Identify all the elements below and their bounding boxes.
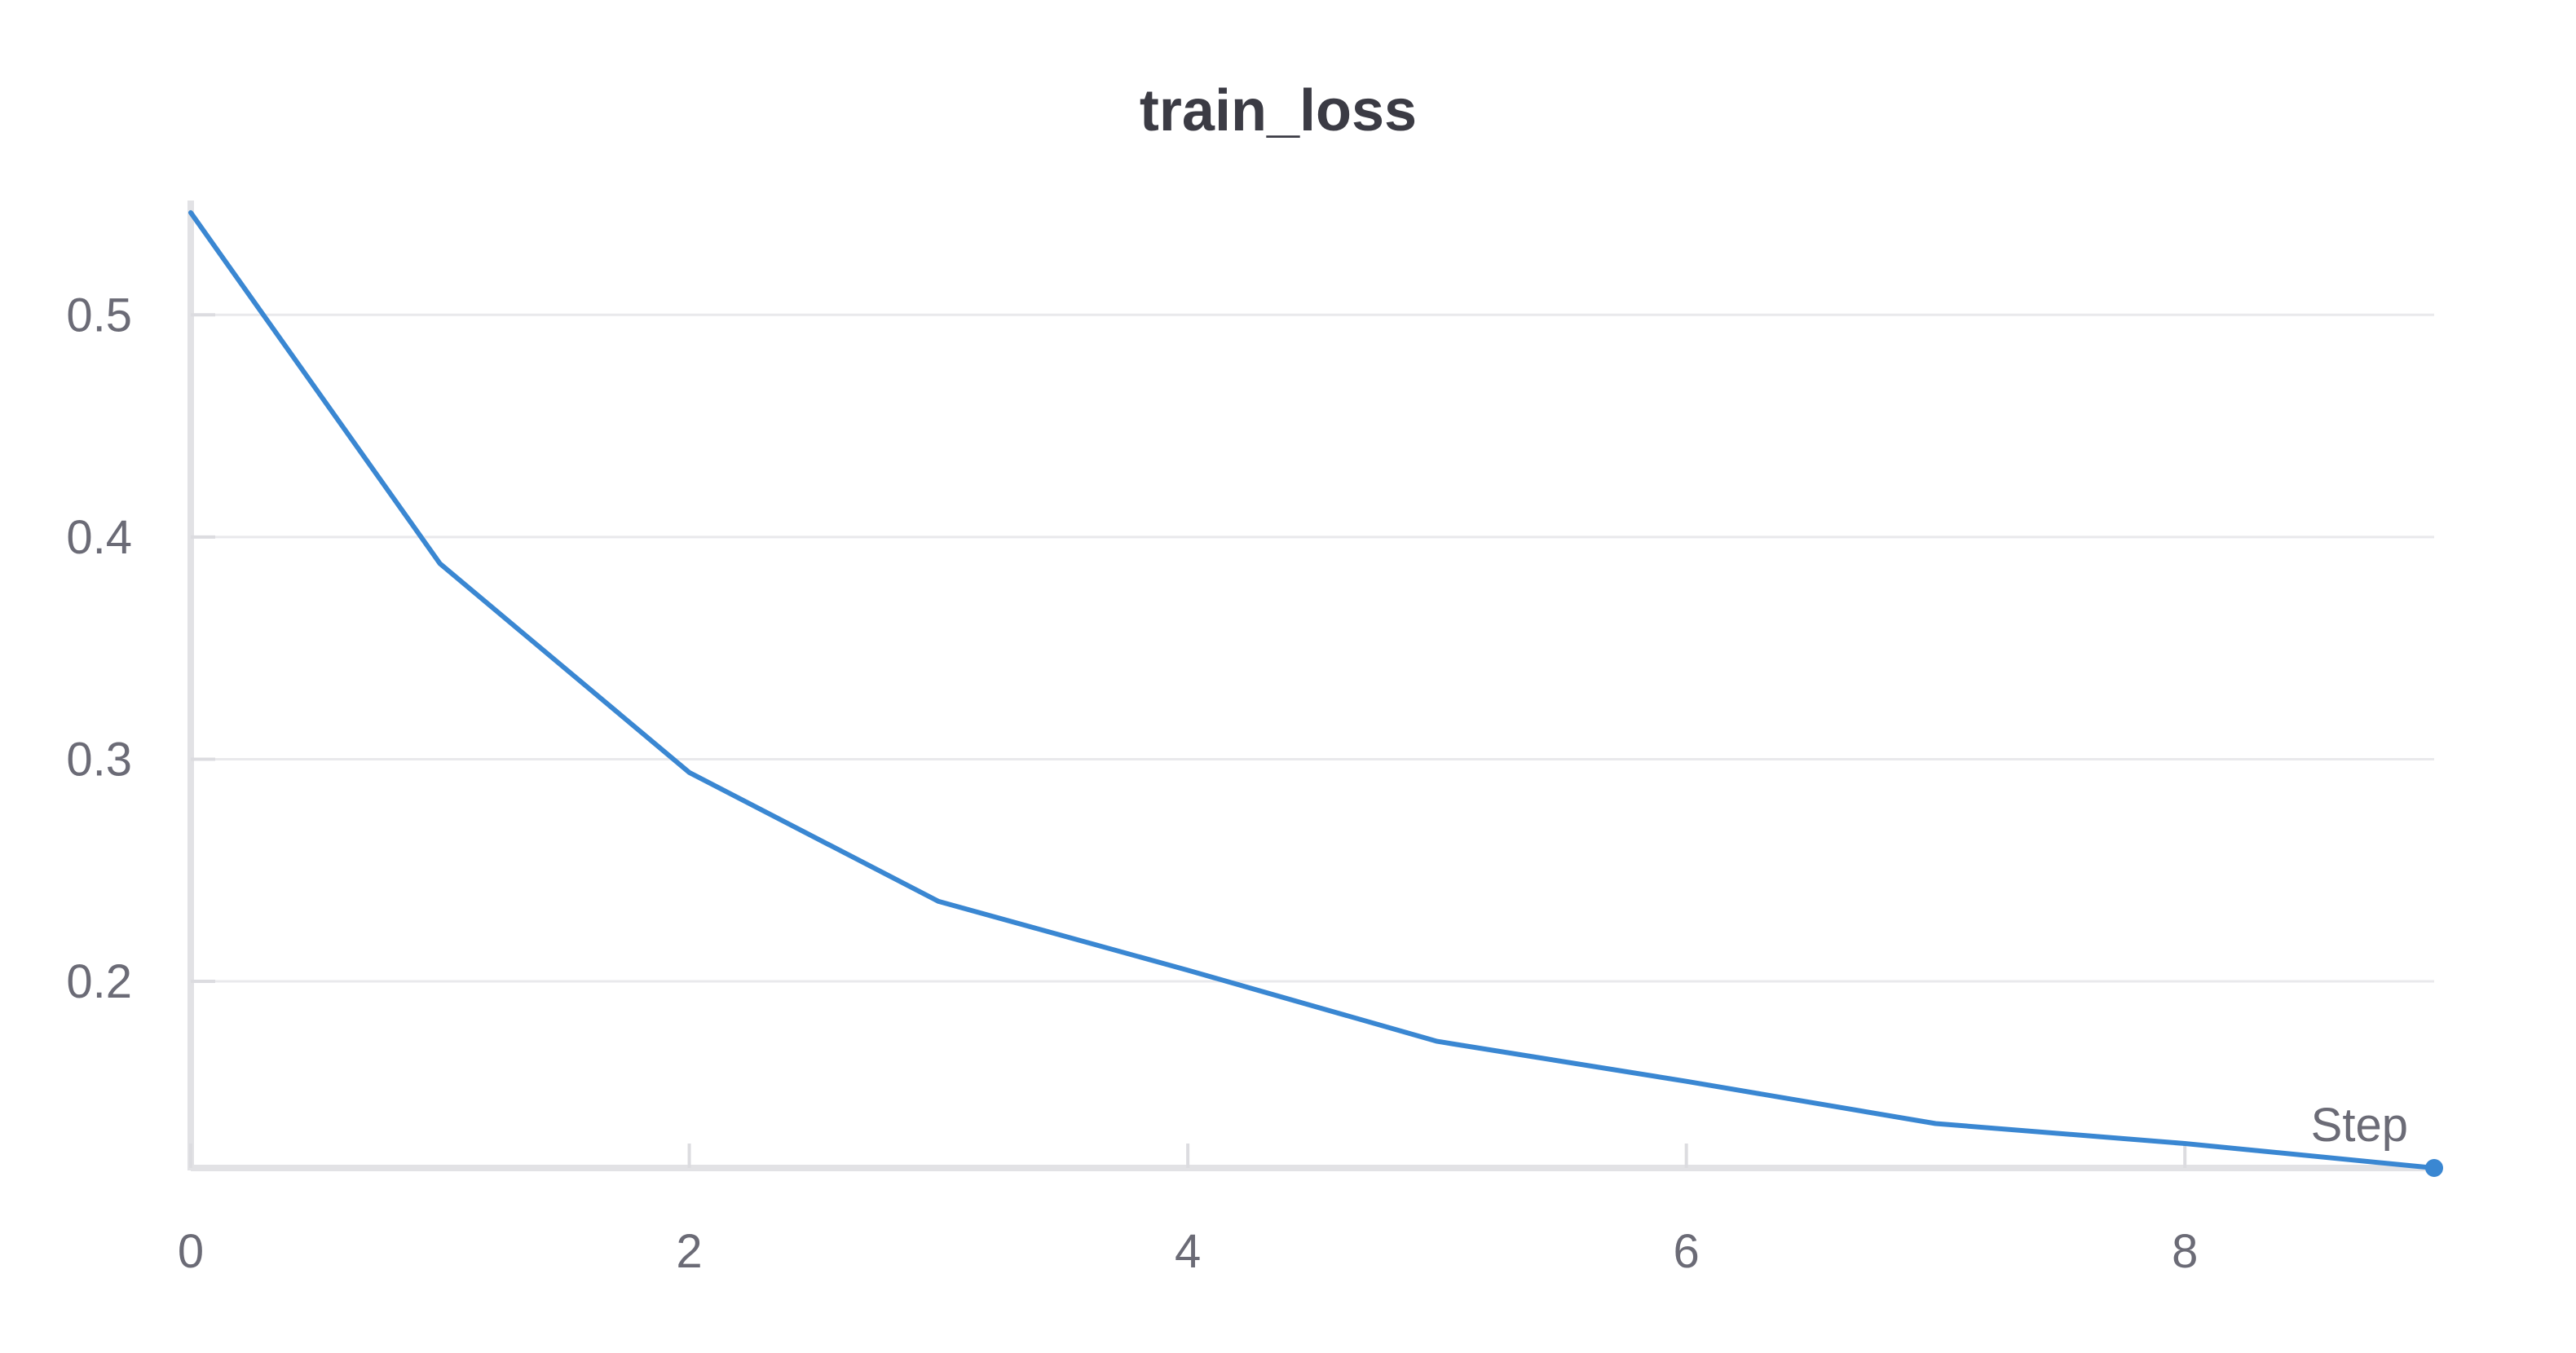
x-tick-label: 6: [1674, 1225, 1700, 1278]
x-tick-label: 4: [1175, 1225, 1201, 1278]
x-axis-title: Step: [2311, 1099, 2408, 1152]
series-end-point[interactable]: [2425, 1159, 2443, 1177]
series-group: [188, 209, 2443, 1177]
x-tick-label: 2: [676, 1225, 702, 1278]
axes: [187, 201, 2437, 1171]
chart-title: train_loss: [1140, 78, 1417, 143]
y-tick-label: 0.3: [66, 733, 132, 786]
x-tick-label: 0: [178, 1225, 204, 1278]
x-axis-ticks: 0 2 4 6 8: [178, 1144, 2198, 1278]
train-loss-line: [188, 209, 2437, 1170]
y-tick-label: 0.4: [66, 511, 132, 564]
y-axis-ticks: 0.2 0.3 0.4 0.5: [66, 289, 215, 1008]
gridlines: [191, 313, 2434, 983]
y-tick-label: 0.2: [66, 955, 132, 1008]
x-tick-label: 8: [2172, 1225, 2198, 1278]
y-tick-label: 0.5: [66, 289, 132, 342]
